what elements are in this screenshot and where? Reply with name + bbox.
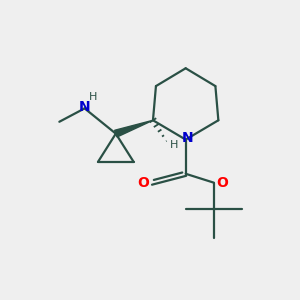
Text: N: N bbox=[182, 131, 194, 145]
Text: O: O bbox=[216, 176, 228, 190]
Text: N: N bbox=[79, 100, 90, 114]
Text: H: H bbox=[89, 92, 97, 102]
Polygon shape bbox=[115, 120, 153, 137]
Text: H: H bbox=[170, 140, 178, 150]
Text: O: O bbox=[137, 176, 149, 190]
